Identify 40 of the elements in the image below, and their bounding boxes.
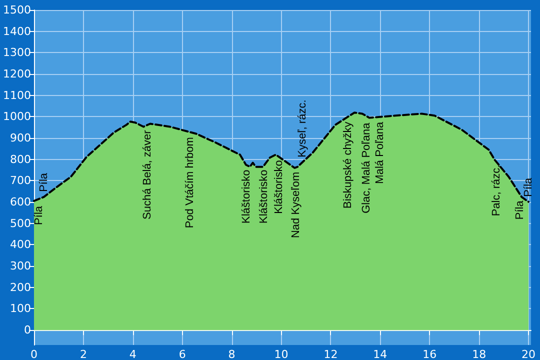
x-tick-label: 6 bbox=[178, 348, 186, 360]
y-tick-label: 600 bbox=[10, 196, 31, 209]
y-tick-label: 700 bbox=[10, 174, 31, 188]
y-tick-label: 100 bbox=[10, 302, 31, 316]
y-tick-label: 800 bbox=[10, 152, 31, 166]
annotation: Suchá Belá, záver bbox=[142, 130, 154, 220]
annotation: Pod Vtáčím hrbom bbox=[184, 137, 196, 228]
annotation: Malá Poľana bbox=[374, 121, 386, 184]
x-tick-label: 2 bbox=[80, 348, 87, 360]
x-tick-label: 14 bbox=[373, 348, 388, 360]
y-tick-label: 1400 bbox=[2, 24, 31, 38]
annotation: Píla bbox=[32, 205, 45, 225]
x-tick-label: 18 bbox=[472, 348, 486, 360]
y-tick-label: 300 bbox=[10, 260, 31, 273]
y-tick-label: 400 bbox=[10, 238, 31, 252]
y-tick-label: 1200 bbox=[2, 68, 31, 81]
x-tick-label: 20 bbox=[522, 348, 536, 360]
y-tick-label: 900 bbox=[10, 132, 31, 145]
annotation: Píla bbox=[38, 172, 50, 192]
y-tick-label: 1500 bbox=[2, 4, 31, 16]
annotation: Píla bbox=[522, 176, 535, 197]
annotation: Kláštorisko bbox=[240, 170, 253, 224]
annotation: Kláštorisko bbox=[272, 160, 285, 214]
annotation: Glac, Malá Poľana bbox=[360, 122, 373, 214]
x-tick-label: 16 bbox=[422, 348, 437, 360]
x-tick-label: 12 bbox=[324, 348, 338, 360]
annotation: Palc, rázc. bbox=[490, 164, 502, 216]
annotation: Kláštorisko bbox=[258, 170, 270, 224]
y-tick-label: 1300 bbox=[2, 46, 31, 60]
annotation: Biskupské chyžky bbox=[342, 121, 354, 208]
x-tick-label: 8 bbox=[228, 348, 236, 360]
annotation: Nad Kyseľom bbox=[290, 172, 302, 238]
y-tick-label: 1100 bbox=[2, 88, 31, 102]
x-tick-label: 4 bbox=[129, 348, 136, 360]
y-tick-label: 500 bbox=[10, 216, 31, 230]
x-tick-label: 10 bbox=[274, 348, 288, 360]
annotation: Píla bbox=[514, 200, 526, 220]
y-tick-label: 200 bbox=[10, 280, 31, 294]
y-tick-label: 1000 bbox=[2, 110, 31, 124]
annotation: Kyseľ, rázc. bbox=[296, 100, 308, 158]
